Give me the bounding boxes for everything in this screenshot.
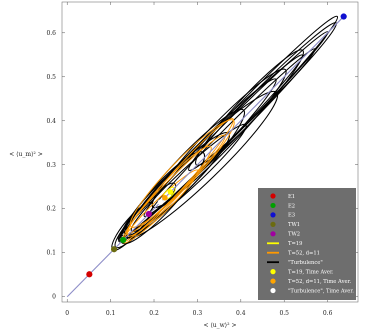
time-average-point-2 (162, 194, 168, 201)
legend-marker (270, 287, 276, 294)
y-axis-label: < ⟨u_m⟩² > (9, 151, 43, 158)
x-tick-label: 0 (65, 310, 69, 317)
legend-marker (270, 231, 276, 237)
legend-marker (270, 269, 276, 275)
legend-label: T=52, d=11, Time Aver. (288, 279, 351, 285)
x-tick-label: 0.4 (236, 310, 246, 317)
y-tick-label: 0.3 (46, 162, 56, 169)
y-tick-label: 0.1 (46, 250, 56, 257)
y-ticks: 0 0.1 0.2 0.3 0.4 0.5 0.6 (46, 30, 358, 301)
legend-label: E2 (288, 203, 295, 209)
x-axis-label: < ⟨u_w⟩² > (204, 322, 237, 329)
points-layer (86, 13, 347, 278)
point-e2 (120, 236, 127, 244)
y-tick-label: 0.4 (46, 118, 56, 125)
legend-label: E1 (288, 194, 295, 200)
legend-marker (270, 202, 276, 209)
legend-marker (270, 221, 276, 227)
orbit-loop (188, 22, 337, 172)
legend-label: T=52, d=11 (288, 251, 320, 257)
x-tick-label: 0.3 (193, 310, 203, 317)
x-ticks: 0 0.1 0.2 0.3 0.4 0.5 0.6 (65, 2, 333, 317)
x-tick-label: 0.6 (323, 310, 333, 317)
legend-label: T=19 (288, 241, 302, 247)
orbit-loop (195, 49, 304, 166)
legend-label: "Turbulence" (288, 260, 323, 266)
plot-frame (61, 1, 359, 303)
legend-label: TW1 (288, 222, 300, 228)
legend-marker (270, 278, 276, 284)
x-tick-label: 0.5 (279, 310, 289, 317)
orbit-loop (125, 90, 279, 239)
x-tick-label: 0.2 (149, 310, 159, 317)
y-tick-label: 0.2 (46, 206, 56, 213)
point-tw1 (110, 246, 118, 253)
legend: E1 E2 E3 TW1 TW2 T=19 T=52, d=11 "Turbulence" T=… (258, 188, 356, 300)
orbit-loop (129, 119, 235, 228)
point-tw2 (145, 210, 152, 218)
point-e1 (86, 271, 93, 278)
y-tick-label: 0 (52, 294, 56, 301)
legend-marker (270, 193, 276, 199)
legend-label: E3 (288, 213, 295, 219)
legend-label: TW2 (288, 232, 300, 238)
time-average-point-3 (157, 199, 164, 206)
y-tick-label: 0.5 (46, 74, 56, 81)
time-average-point-1 (167, 189, 174, 195)
legend-label: "Turbulence", Time Aver. (288, 288, 354, 294)
legend-marker (270, 212, 276, 218)
x-tick-label: 0.1 (106, 310, 116, 317)
legend-label: T=19, Time Aver. (288, 269, 334, 275)
point-e3 (340, 13, 347, 20)
y-tick-label: 0.6 (46, 30, 56, 37)
